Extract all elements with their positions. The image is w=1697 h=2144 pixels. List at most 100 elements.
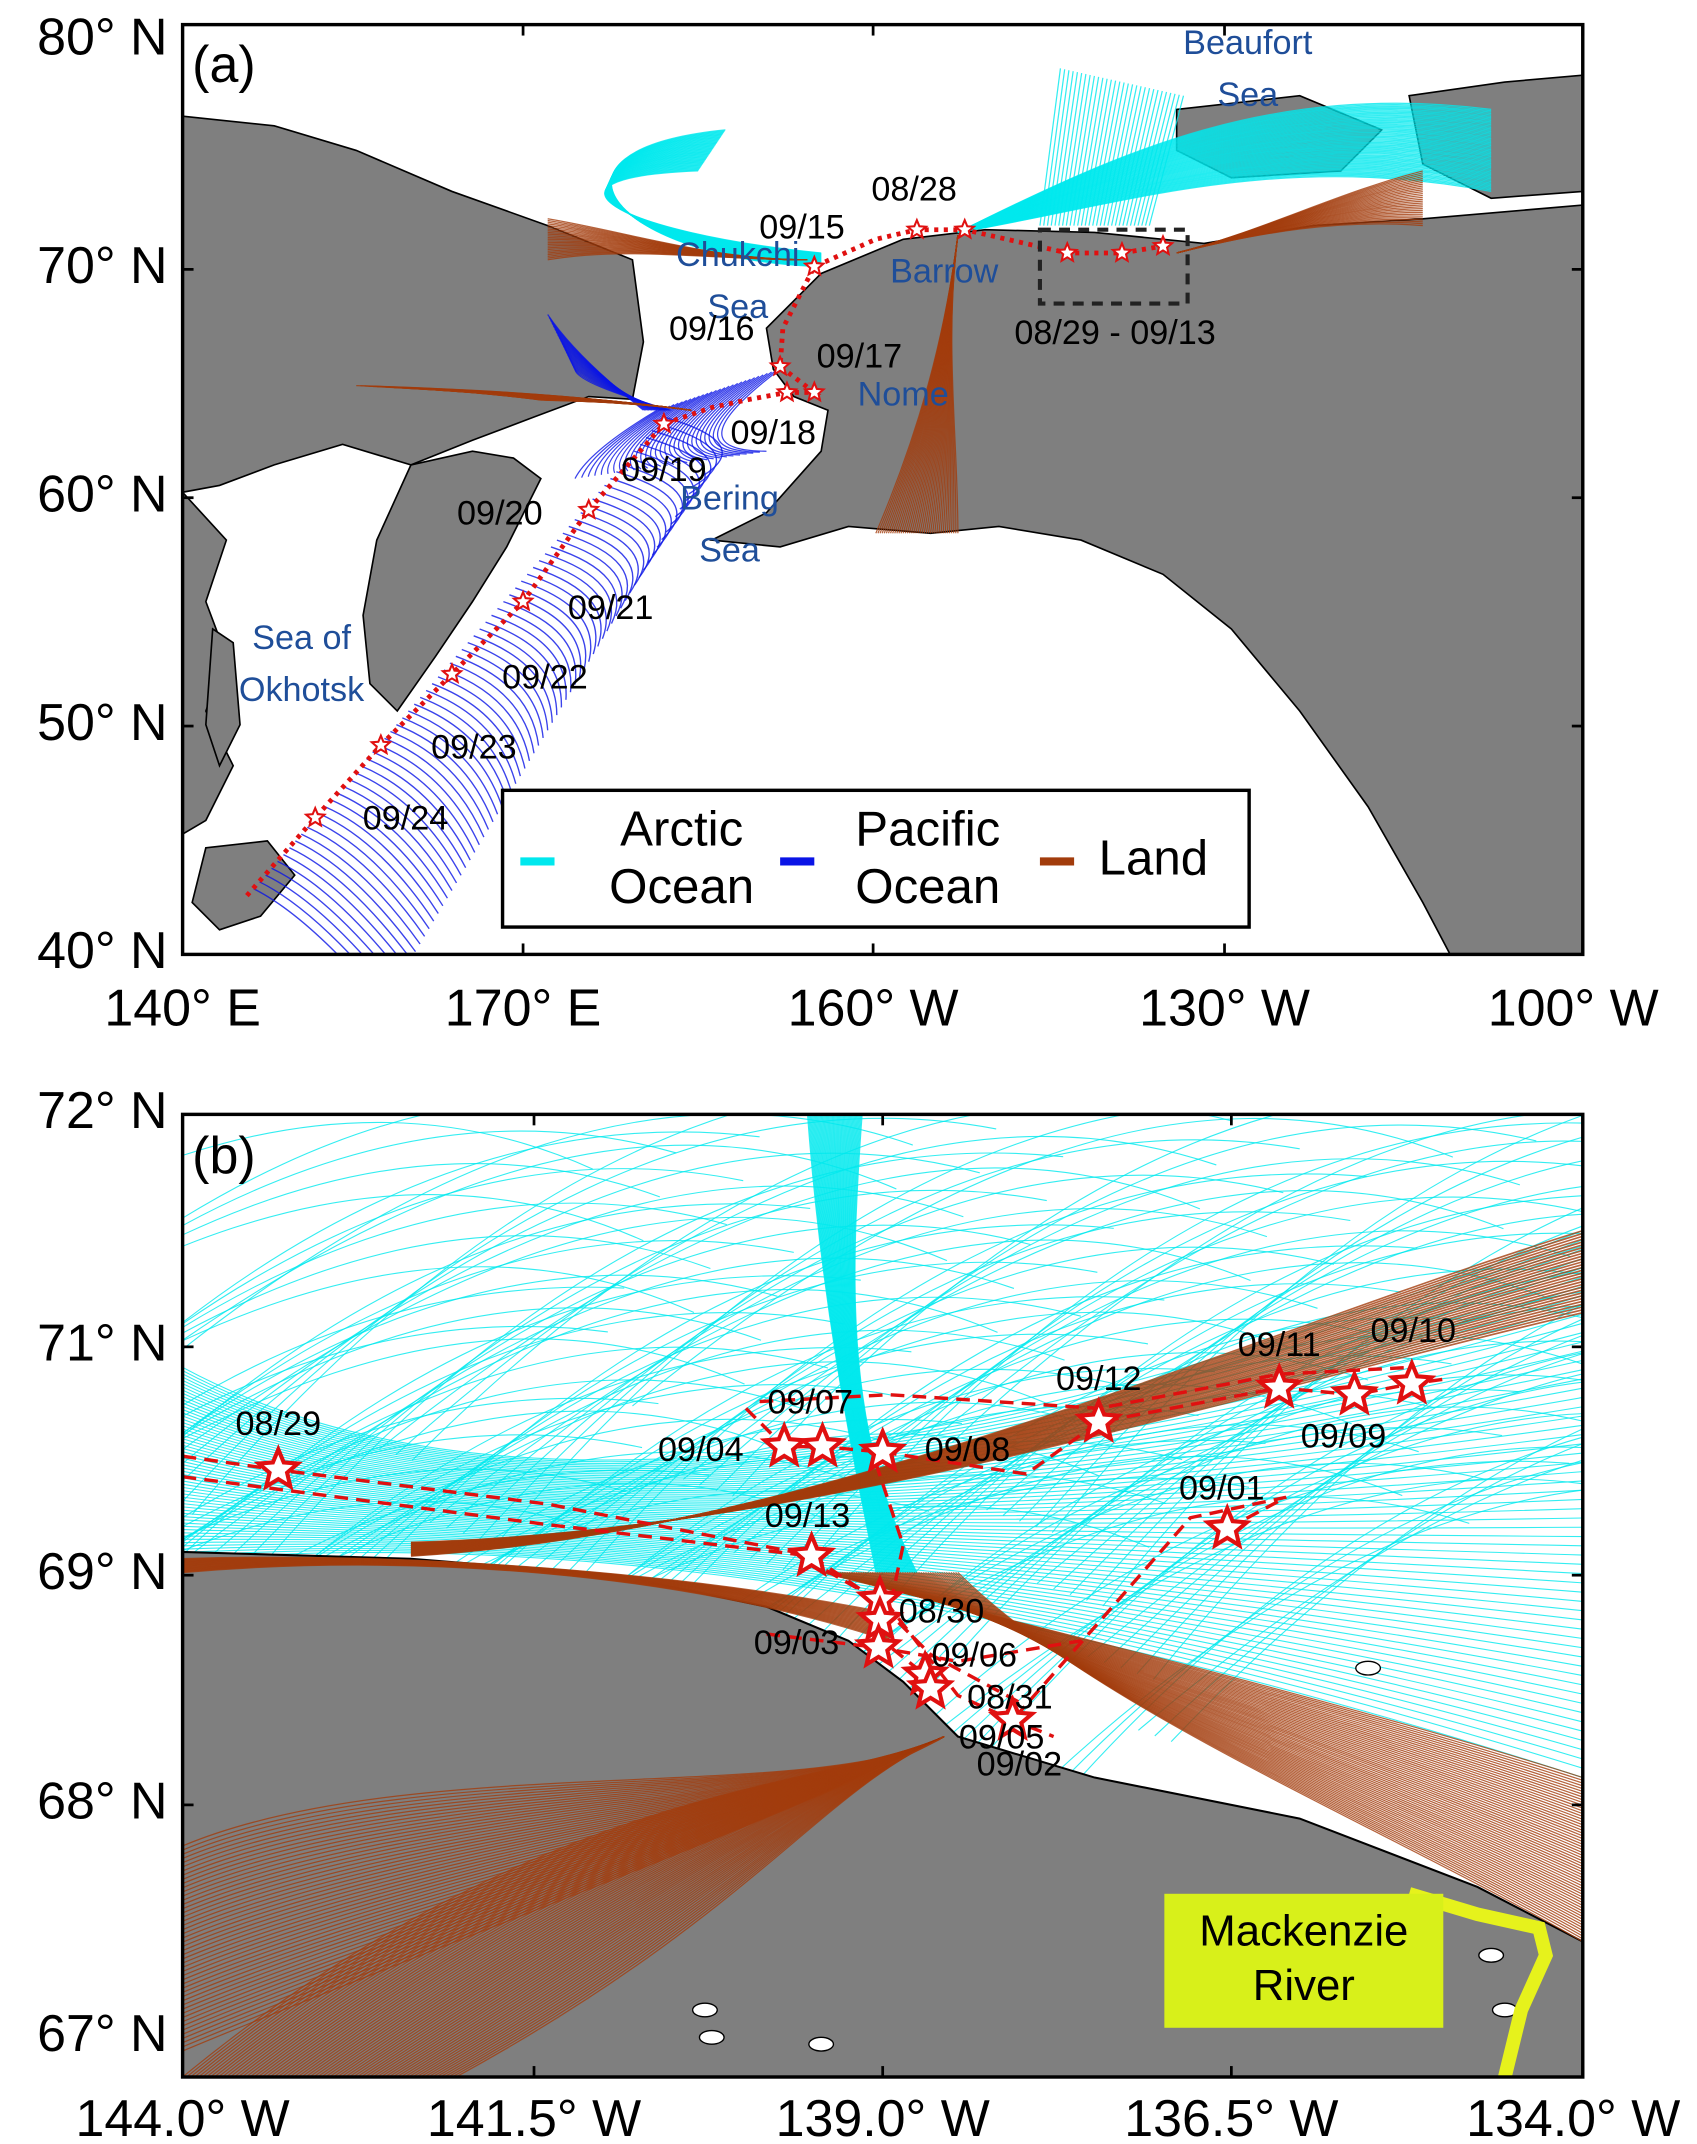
trajectory [952, 1114, 1536, 1443]
trajectory [532, 566, 602, 647]
route-star [987, 1694, 1038, 1742]
trajectory [1103, 84, 1134, 226]
trajectory [1118, 88, 1151, 226]
trajectory [182, 1457, 1583, 1515]
trajectory [717, 370, 777, 453]
zoom-box [1037, 227, 1190, 306]
trajectory [182, 1369, 1583, 1488]
trajectory [182, 1535, 1583, 1714]
trajectory [182, 1549, 1583, 1769]
date-label: 09/06 [932, 1636, 1018, 1674]
y-tick-label: 80° N [37, 9, 167, 67]
date-label: 09/08 [925, 1431, 1011, 1469]
trajectory [1069, 75, 1095, 226]
trajectory [622, 464, 684, 533]
trajectory [182, 1346, 829, 1543]
trajectory [271, 867, 375, 955]
trajectory [607, 402, 679, 474]
trajectory [318, 812, 435, 922]
trajectory [538, 559, 607, 640]
route-star [759, 1420, 809, 1468]
trajectory [1136, 1318, 1583, 1675]
trajectory [182, 1541, 1583, 1732]
x-tick-label: 144.0° W [76, 2090, 290, 2144]
trajectory [682, 381, 743, 461]
route-star [1202, 1502, 1252, 1550]
date-label: 09/15 [759, 209, 845, 247]
date-label: 09/11 [1238, 1326, 1321, 1364]
trajectory [182, 1735, 945, 2052]
trajectory [478, 1139, 1300, 1540]
trajectory [182, 1418, 879, 1656]
y-tick-label: 70° N [37, 237, 167, 295]
trajectory [596, 1245, 1418, 1693]
trajectory [1073, 76, 1100, 226]
trajectory [715, 1124, 1537, 1492]
trajectory [312, 819, 430, 930]
trajectory [378, 744, 480, 846]
trajectory [632, 1118, 1454, 1407]
trajectory [300, 833, 421, 945]
trajectory [413, 703, 508, 800]
trajectory [182, 1468, 626, 1539]
trajectory [443, 669, 531, 761]
trajectory [800, 1302, 1583, 1633]
trajectory [659, 388, 722, 466]
trajectory [395, 1135, 1217, 1455]
trajectory [691, 378, 751, 459]
trajectory [182, 1525, 1583, 1686]
trajectory [650, 391, 713, 467]
route-star [853, 1621, 904, 1669]
route [182, 1454, 1055, 1739]
trajectory [700, 375, 760, 457]
y-tick-label: 67° N [37, 2005, 167, 2063]
trajectory [366, 758, 471, 861]
trajectory [695, 377, 756, 458]
place-label: Bering Sea [680, 479, 779, 569]
trajectory [182, 1451, 1583, 1510]
trajectory [182, 1322, 1583, 1479]
route [245, 227, 1164, 898]
route-star [775, 380, 799, 403]
trajectory [182, 1483, 1583, 1565]
trajectory [1001, 1436, 1583, 1870]
trajectory [1095, 82, 1125, 226]
y-tick-label: 69° N [37, 1543, 167, 1601]
trajectory [182, 1121, 594, 1170]
route-star [440, 661, 464, 685]
frame [180, 22, 1585, 957]
trajectory [574, 369, 671, 411]
trajectory [1176, 223, 1423, 254]
trajectory [182, 1168, 744, 1325]
route [744, 1376, 1451, 1476]
trajectory [521, 580, 592, 662]
trajectory [265, 874, 364, 955]
trajectory [467, 642, 549, 731]
trajectory [1120, 1334, 1583, 1669]
trajectory [292, 1224, 1114, 1662]
trajectory [677, 382, 739, 462]
trajectory [182, 1464, 1583, 1520]
trajectory [712, 371, 773, 454]
route-star [768, 354, 792, 377]
panel-a-map [182, 24, 1583, 955]
trajectory [594, 405, 671, 476]
trajectory [537, 395, 692, 411]
trajectory [574, 409, 658, 479]
trajectory [708, 372, 768, 455]
trajectory [1133, 91, 1168, 226]
route-star [511, 589, 535, 612]
trajectory [182, 1288, 998, 1562]
trajectory [182, 1410, 796, 1541]
route-star [802, 254, 826, 277]
trajectory [704, 374, 764, 456]
y-tick-label: 72° N [37, 1082, 167, 1140]
trajectory [330, 799, 444, 907]
trajectory [182, 1240, 794, 1435]
date-label: 09/01 [1179, 1469, 1265, 1507]
trajectory [276, 1261, 1098, 1657]
trajectory [360, 765, 467, 868]
trajectory [182, 1477, 1583, 1547]
place-label: Barrow [890, 253, 999, 291]
